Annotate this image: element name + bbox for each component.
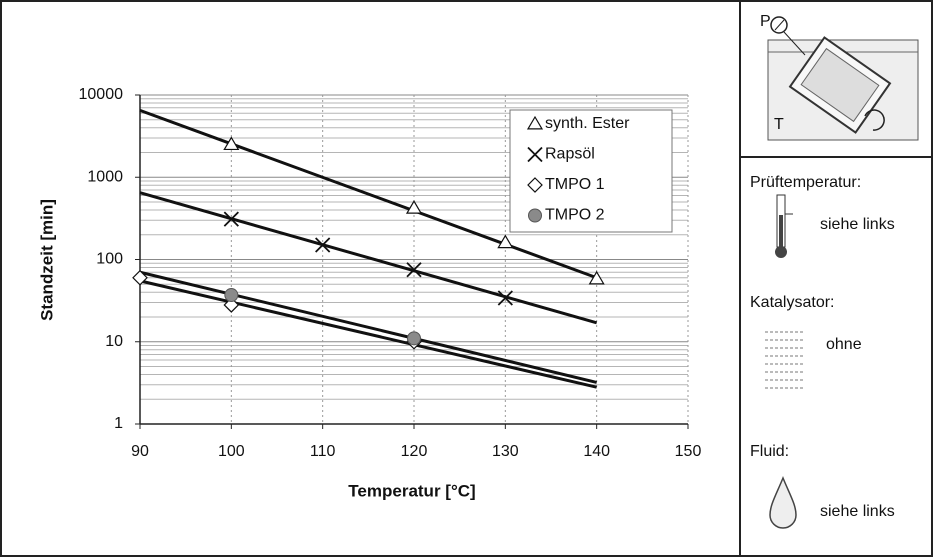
x-tick-label: 130 <box>492 443 519 460</box>
panel-label: Katalysator: <box>750 294 834 311</box>
y-tick-label: 10 <box>105 333 123 350</box>
y-tick-label: 100 <box>96 251 123 268</box>
data-point <box>497 234 514 249</box>
data-point <box>223 136 240 151</box>
data-point <box>223 211 239 227</box>
rotation-arrow <box>864 109 885 131</box>
y-axis-title: Standzeit [min] <box>37 199 56 321</box>
y-tick-label: 1 <box>114 415 123 432</box>
pressure-label: P <box>760 13 771 30</box>
gauge-needle <box>774 19 785 31</box>
x-axis-title: Temperatur [°C] <box>348 481 475 500</box>
data-point <box>132 269 148 286</box>
x-tick-label: 140 <box>583 443 610 460</box>
data-point <box>588 270 605 285</box>
catalyst-icon <box>765 331 805 389</box>
thermometer-fill <box>779 215 783 249</box>
legend-marker <box>527 177 543 193</box>
panel-value: siehe links <box>820 503 895 520</box>
data-point <box>497 290 513 306</box>
x-tick-label: 100 <box>218 443 245 460</box>
data-point <box>223 297 240 313</box>
trend-line <box>139 270 598 384</box>
droplet-icon <box>769 476 797 529</box>
legend-label: synth. Ester <box>545 115 630 132</box>
legend-label: TMPO 2 <box>545 207 605 224</box>
trend-line <box>139 191 598 325</box>
x-tick-label: 90 <box>131 443 149 460</box>
test-illustration: P T <box>760 13 919 141</box>
gauge-pipe <box>783 31 806 56</box>
y-tick-label: 10000 <box>79 86 124 103</box>
temperature-label: T <box>774 116 784 133</box>
x-tick-label: 120 <box>401 443 428 460</box>
panel-value: siehe links <box>820 216 895 233</box>
legend-label: TMPO 1 <box>545 176 605 193</box>
legend-marker <box>526 115 544 130</box>
legend-marker <box>527 146 543 163</box>
panel-label: Prüftemperatur: <box>750 174 861 191</box>
data-point <box>224 288 239 303</box>
y-tick-label: 1000 <box>87 168 123 185</box>
thermometer-bulb <box>775 246 787 258</box>
data-point <box>405 200 423 214</box>
data-point <box>315 237 331 253</box>
x-tick-label: 150 <box>675 443 702 460</box>
data-point <box>407 331 421 346</box>
panel-label: Fluid: <box>750 443 789 460</box>
data-point <box>406 262 422 278</box>
legend-label: Rapsöl <box>545 146 595 163</box>
trend-line <box>139 279 598 389</box>
legend-marker <box>528 208 542 223</box>
trend-line <box>139 108 598 280</box>
vessel-inner <box>800 47 880 123</box>
x-tick-label: 110 <box>310 443 336 460</box>
thermometer-icon <box>775 194 793 258</box>
panel-value: ohne <box>826 336 862 353</box>
